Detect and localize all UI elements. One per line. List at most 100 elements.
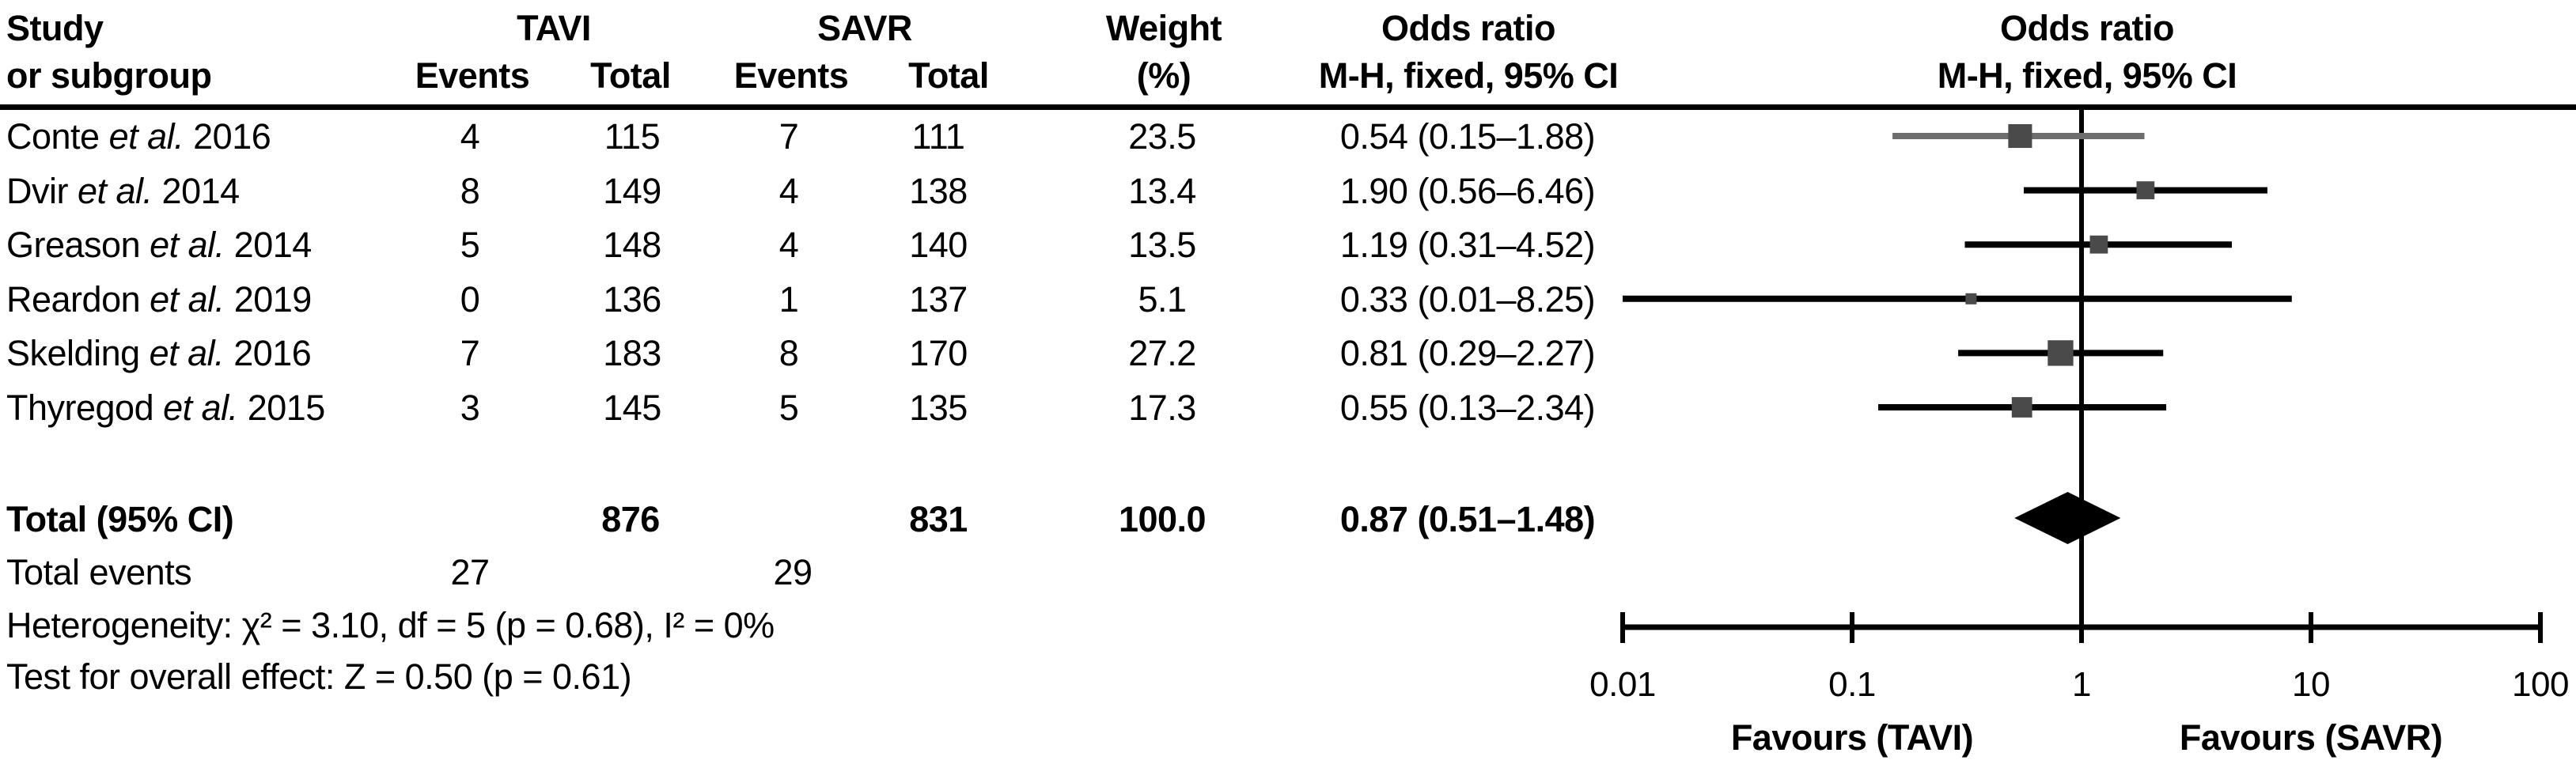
study-label: Dvir et al. 2014 — [6, 169, 240, 214]
study-label-part: et al. — [149, 333, 225, 374]
or-ci-text: 0.33 (0.01–8.25) — [1339, 278, 1596, 320]
study-label: Conte et al. 2016 — [6, 115, 271, 159]
or-ci-text: 0.54 (0.15–1.88) — [1339, 116, 1596, 157]
study-label-part: et al. — [108, 116, 184, 157]
header-separator-line — [0, 104, 2576, 110]
tavi-events-value: 8 — [460, 170, 480, 211]
col-header-savr-events: Events — [733, 55, 849, 96]
tavi-total-value: 148 — [603, 225, 661, 266]
weight-value: 13.4 — [1128, 170, 1196, 211]
study-label: Greason et al. 2014 — [6, 223, 312, 267]
study-label-part: 2014 — [224, 225, 313, 266]
weight-value: 17.3 — [1128, 388, 1196, 428]
weight-value: 13.5 — [1128, 225, 1196, 266]
savr-events-value: 8 — [778, 333, 799, 374]
or-weight-square — [2089, 235, 2108, 254]
col-header-tavi-total: Total — [590, 55, 671, 96]
savr-events-value: 1 — [778, 278, 799, 320]
or-weight-square — [2008, 123, 2032, 149]
study-label: Thyregod et al. 2015 — [6, 386, 325, 430]
weight-value: 27.2 — [1128, 333, 1196, 374]
col-header-savr-total: Total — [908, 55, 989, 96]
study-label-part: Reardon — [6, 278, 150, 320]
col-header-weight-2: (%) — [1136, 55, 1191, 96]
or-weight-square — [1965, 293, 1977, 304]
savr-total-value: 111 — [911, 116, 965, 157]
col-header-or-left: Odds ratio — [1381, 8, 1556, 48]
or-ci-text: 0.81 (0.29–2.27) — [1339, 333, 1596, 374]
favours-left-label: Favours (TAVI) — [1730, 717, 1974, 758]
col-header-or-right: Odds ratio — [1999, 8, 2175, 48]
study-label: Reardon et al. 2019 — [6, 278, 312, 322]
tavi-total-value: 149 — [603, 170, 661, 211]
savr-total-value: 135 — [909, 388, 968, 428]
or-ci-text: 1.90 (0.56–6.46) — [1339, 170, 1596, 211]
col-header-mh-right: M-H, fixed, 95% CI — [1937, 55, 2237, 96]
axis-tick-label: 100 — [2512, 665, 2569, 704]
savr-events-value: 5 — [778, 388, 799, 428]
tavi-total-value: 183 — [603, 333, 661, 374]
weight-value: 5.1 — [1138, 278, 1187, 320]
total-events-savr: 29 — [773, 552, 813, 592]
study-label-part: Greason — [6, 225, 150, 266]
study-label-part: 2016 — [184, 116, 271, 157]
total-weight: 100.0 — [1118, 499, 1207, 539]
savr-events-value: 4 — [778, 225, 799, 266]
total-or-text: 0.87 (0.51–1.48) — [1339, 499, 1596, 539]
or-ci-text: 0.55 (0.13–2.34) — [1339, 388, 1596, 428]
total-row-label: Total (95% CI) — [6, 499, 234, 539]
study-label-part: et al. — [163, 388, 238, 428]
study-label-part: et al. — [150, 225, 225, 266]
study-label-part: Thyregod — [6, 388, 164, 428]
study-label-part: Conte — [6, 116, 109, 157]
overall-effect-stat: Test for overall effect: Z = 0.50 (p = 0… — [6, 656, 632, 697]
study-label-part: et al. — [77, 170, 153, 211]
tavi-total-value: 136 — [603, 278, 661, 320]
study-label-part: 2014 — [152, 170, 241, 211]
axis-tick-label: 0.01 — [1589, 665, 1656, 704]
or-weight-square — [2048, 340, 2074, 366]
col-header-tavi: TAVI — [517, 8, 591, 48]
weight-value: 23.5 — [1128, 116, 1196, 157]
total-events-tavi: 27 — [450, 552, 490, 592]
heterogeneity-stat: Heterogeneity: χ² = 3.10, df = 5 (p = 0.… — [6, 605, 775, 645]
savr-total-value: 140 — [909, 225, 968, 266]
col-header-mh-left: M-H, fixed, 95% CI — [1318, 55, 1619, 96]
savr-total-value: 137 — [909, 278, 968, 320]
col-header-study-1: Study — [6, 8, 104, 48]
col-header-tavi-events: Events — [415, 55, 530, 96]
or-ci-text: 1.19 (0.31–4.52) — [1339, 225, 1596, 266]
study-label-part: et al. — [150, 278, 225, 320]
axis-tick-label: 10 — [2292, 665, 2330, 704]
axis-tick-label: 0.1 — [1828, 665, 1876, 704]
col-header-savr: SAVR — [817, 8, 912, 48]
axis-tick-label: 1 — [2072, 665, 2091, 704]
study-label-part: 2019 — [224, 278, 313, 320]
savr-events-value: 7 — [778, 116, 799, 157]
tavi-events-value: 5 — [460, 225, 480, 266]
or-weight-square — [2136, 181, 2155, 199]
summary-diamond — [2014, 492, 2121, 544]
col-header-study-2: or subgroup — [6, 55, 212, 96]
savr-events-value: 4 — [778, 170, 799, 211]
total-events-label: Total events — [6, 552, 192, 592]
savr-total-value: 138 — [909, 170, 968, 211]
tavi-total-value: 145 — [603, 388, 661, 428]
tavi-events-value: 7 — [460, 333, 480, 374]
tavi-events-value: 3 — [460, 388, 480, 428]
tavi-events-value: 4 — [460, 116, 480, 157]
col-header-weight-1: Weight — [1105, 8, 1222, 48]
favours-right-label: Favours (SAVR) — [2179, 717, 2443, 758]
total-tavi-total: 876 — [601, 499, 660, 539]
study-label-part: 2015 — [237, 388, 326, 428]
study-label-part: Skelding — [6, 333, 150, 374]
total-savr-total: 831 — [909, 499, 968, 539]
or-weight-square — [2011, 397, 2032, 418]
savr-total-value: 170 — [909, 333, 968, 374]
study-label-part: Dvir — [6, 170, 78, 211]
tavi-total-value: 115 — [604, 116, 661, 157]
study-label: Skelding et al. 2016 — [6, 331, 312, 376]
tavi-events-value: 0 — [460, 278, 480, 320]
